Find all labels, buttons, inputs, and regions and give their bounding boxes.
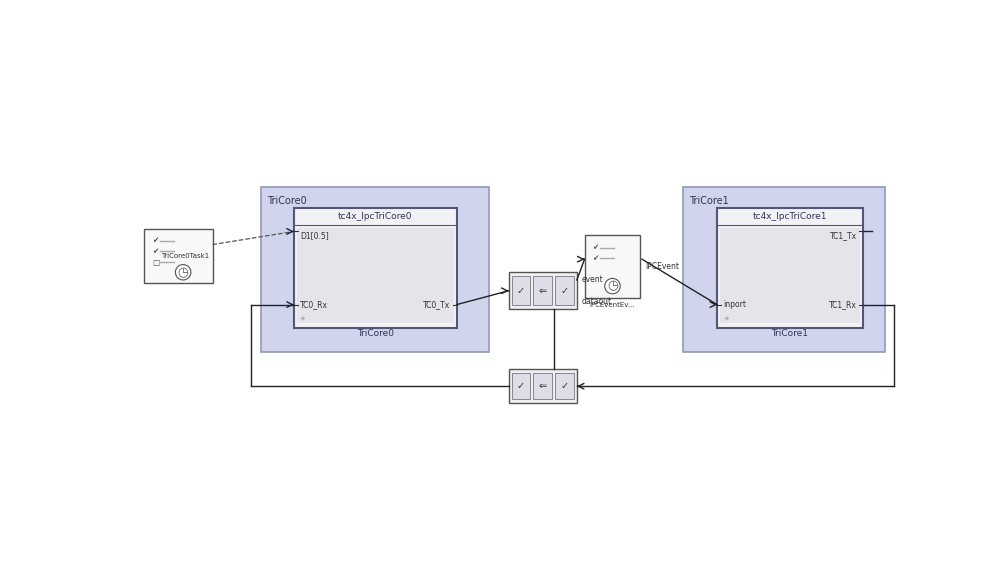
Bar — [533, 373, 552, 400]
Bar — [555, 276, 574, 305]
Text: ⇐: ⇐ — [539, 285, 547, 296]
Circle shape — [605, 278, 620, 294]
Text: TC0_Rx: TC0_Rx — [300, 300, 328, 309]
Text: TriCore0Task1: TriCore0Task1 — [161, 253, 209, 259]
Text: ◷: ◷ — [178, 266, 189, 279]
Bar — [509, 369, 577, 403]
Text: dataout: dataout — [581, 297, 612, 306]
Text: ✔: ✔ — [152, 236, 158, 245]
Bar — [261, 187, 489, 352]
Text: IPCEvent: IPCEvent — [645, 262, 679, 271]
Text: ✔: ✔ — [152, 247, 158, 256]
Bar — [720, 228, 860, 323]
Text: ✦: ✦ — [300, 315, 306, 321]
Text: IPCEventEv...: IPCEventEv... — [590, 302, 635, 307]
Text: TC0_Tx: TC0_Tx — [423, 300, 450, 309]
Text: ✔: ✔ — [592, 243, 599, 252]
Text: ✓: ✓ — [560, 285, 568, 296]
Bar — [297, 228, 454, 323]
Bar — [144, 229, 213, 283]
Text: ⇐: ⇐ — [539, 381, 547, 391]
Text: ✔: ✔ — [592, 254, 599, 263]
Bar — [533, 276, 552, 305]
Circle shape — [175, 265, 191, 280]
Bar — [585, 235, 640, 298]
Bar — [294, 209, 457, 328]
Text: TC1_Rx: TC1_Rx — [829, 300, 857, 309]
Text: event: event — [581, 275, 603, 284]
Text: ◷: ◷ — [607, 280, 618, 293]
Text: TriCore0: TriCore0 — [357, 329, 394, 338]
Bar — [683, 187, 885, 352]
Text: ✓: ✓ — [517, 285, 525, 296]
Text: ✓: ✓ — [517, 381, 525, 391]
Text: TriCore1: TriCore1 — [689, 196, 729, 206]
Text: □: □ — [152, 258, 159, 267]
Bar — [512, 276, 530, 305]
Text: D1[0.5]: D1[0.5] — [300, 232, 329, 241]
Bar — [555, 373, 574, 400]
Bar — [509, 272, 577, 309]
Text: ✓: ✓ — [560, 381, 568, 391]
Bar — [717, 209, 863, 328]
Bar — [512, 373, 530, 400]
Text: inport: inport — [723, 300, 746, 309]
Text: TriCore1: TriCore1 — [771, 329, 808, 338]
Text: tc4x_IpcTriCore1: tc4x_IpcTriCore1 — [753, 212, 827, 221]
Text: TriCore0: TriCore0 — [267, 196, 307, 206]
Text: tc4x_IpcTriCore0: tc4x_IpcTriCore0 — [338, 212, 413, 221]
Text: TC1_Tx: TC1_Tx — [829, 232, 857, 241]
Text: ✦: ✦ — [723, 315, 729, 321]
